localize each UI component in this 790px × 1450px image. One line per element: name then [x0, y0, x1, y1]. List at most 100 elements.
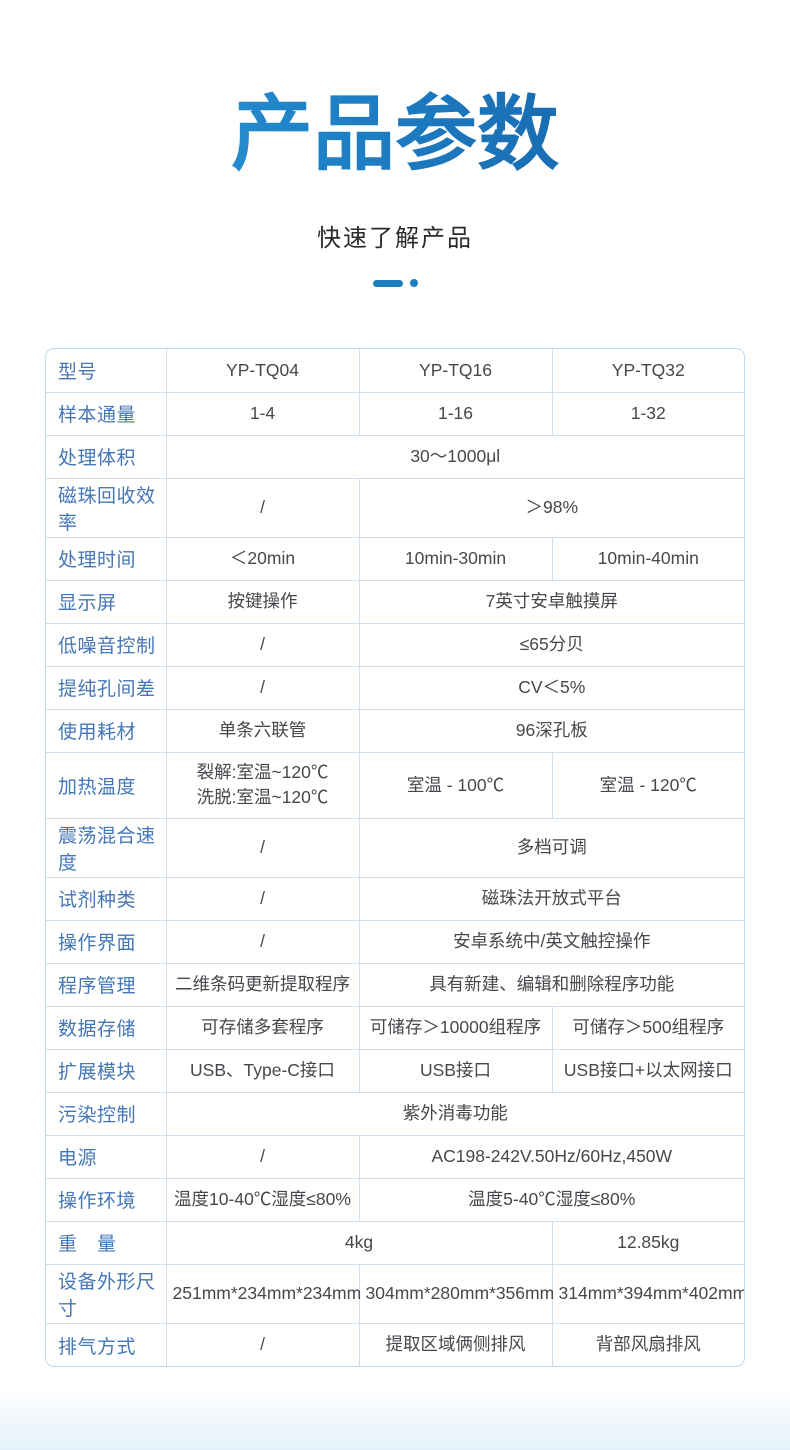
spec-cell: / [165, 665, 360, 710]
spec-cell: USB接口 [358, 1048, 553, 1093]
spec-cell: 1-16 [358, 391, 553, 436]
table-row: 使用耗材 单条六联管 96深孔板 [46, 708, 744, 753]
table-row: 电源 / AC198-242V.50Hz/60Hz,450W [46, 1134, 744, 1179]
spec-cell: 7英寸安卓触摸屏 [358, 579, 744, 624]
spec-cell: 251mm*234mm*234mm [165, 1263, 361, 1324]
table-row: 重 量 4kg 12.85kg [46, 1220, 744, 1265]
row-label: 程序管理 [46, 962, 167, 1007]
spec-cell: 安卓系统中/英文触控操作 [358, 919, 744, 964]
spec-cell: 按键操作 [165, 579, 360, 624]
row-label: 型号 [46, 349, 167, 393]
table-row: 震荡混合速度 / 多档可调 [46, 817, 744, 878]
spec-cell: 可储存＞500组程序 [551, 1005, 744, 1050]
divider-dot-icon [409, 279, 418, 288]
table-row: 加热温度 裂解:室温~120℃ 洗脱:室温~120℃ 室温 - 100℃ 室温 - 1… [46, 751, 744, 819]
spec-cell: 具有新建、编辑和删除程序功能 [358, 962, 744, 1007]
row-label: 数据存储 [46, 1005, 167, 1050]
spec-cell: AC198-242V.50Hz/60Hz,450W [358, 1134, 744, 1179]
spec-cell: 30～1000μl [165, 434, 744, 479]
spec-cell: 可储存＞10000组程序 [358, 1005, 553, 1050]
spec-cell: 1-32 [551, 391, 744, 436]
spec-cell: 96深孔板 [358, 708, 744, 753]
row-label: 污染控制 [46, 1091, 167, 1136]
row-label: 加热温度 [46, 751, 167, 819]
spec-cell: 314mm*394mm*402mm [551, 1263, 744, 1324]
row-label: 提纯孔间差 [46, 665, 167, 710]
spec-cell: 304mm*280mm*356mm [358, 1263, 554, 1324]
row-label: 试剂种类 [46, 876, 167, 921]
row-label: 处理体积 [46, 434, 167, 479]
spec-cell: / [165, 1322, 360, 1367]
spec-cell: 室温 - 100℃ [358, 751, 553, 819]
table-row: 设备外形尺寸 251mm*234mm*234mm 304mm*280mm*356mm… [46, 1263, 744, 1324]
table-row: 低噪音控制 / ≤65分贝 [46, 622, 744, 667]
table-row: 试剂种类 / 磁珠法开放式平台 [46, 876, 744, 921]
spec-cell: / [165, 817, 360, 878]
spec-cell: 室温 - 120℃ [551, 751, 744, 819]
row-label: 处理时间 [46, 536, 167, 581]
spec-cell: 10min-40min [551, 536, 744, 581]
table-row: 显示屏 按键操作 7英寸安卓触摸屏 [46, 579, 744, 624]
row-label: 操作界面 [46, 919, 167, 964]
spec-cell: USB、Type-C接口 [165, 1048, 360, 1093]
spec-cell: 提取区域俩侧排风 [358, 1322, 553, 1367]
table-row: 排气方式 / 提取区域俩侧排风 背部风扇排风 [46, 1322, 744, 1367]
spec-cell: USB接口+以太网接口 [551, 1048, 744, 1093]
table-row: 处理体积 30～1000μl [46, 434, 744, 479]
row-label: 磁珠回收效率 [46, 477, 167, 538]
table-row: 磁珠回收效率 / ＞98% [46, 477, 744, 538]
row-label: 排气方式 [46, 1322, 167, 1367]
table-row: 程序管理 二维条码更新提取程序 具有新建、编辑和删除程序功能 [46, 962, 744, 1007]
spec-cell: ＜20min [165, 536, 360, 581]
row-label: 显示屏 [46, 579, 167, 624]
spec-cell: / [165, 876, 360, 921]
table-row: 处理时间 ＜20min 10min-30min 10min-40min [46, 536, 744, 581]
spec-cell: 4kg [165, 1220, 553, 1265]
row-label: 设备外形尺寸 [46, 1263, 167, 1324]
spec-cell: / [165, 919, 360, 964]
spec-table-container: 型号 YP-TQ04 YP-TQ16 YP-TQ32 样本通量 1-4 1-16 1-32 处理… [45, 348, 745, 1368]
spec-cell: YP-TQ16 [358, 349, 553, 393]
spec-table: 型号 YP-TQ04 YP-TQ16 YP-TQ32 样本通量 1-4 1-16 1-32 处理… [46, 349, 744, 1367]
spec-cell: 温度10-40℃湿度≤80% [165, 1177, 360, 1222]
spec-cell: 二维条码更新提取程序 [165, 962, 360, 1007]
spec-cell: ＞98% [358, 477, 744, 538]
row-label: 扩展模块 [46, 1048, 167, 1093]
spec-cell: 1-4 [165, 391, 360, 436]
row-label: 使用耗材 [46, 708, 167, 753]
spec-cell: / [165, 477, 360, 538]
spec-cell: / [165, 1134, 360, 1179]
table-row: 型号 YP-TQ04 YP-TQ16 YP-TQ32 [46, 349, 744, 393]
table-row: 污染控制 紫外消毒功能 [46, 1091, 744, 1136]
spec-cell: 紫外消毒功能 [165, 1091, 744, 1136]
table-row: 操作界面 / 安卓系统中/英文触控操作 [46, 919, 744, 964]
spec-cell: 12.85kg [551, 1220, 744, 1265]
spec-cell: / [165, 622, 360, 667]
spec-cell: CV＜5% [358, 665, 744, 710]
spec-cell: ≤65分贝 [358, 622, 744, 667]
spec-cell: 背部风扇排风 [551, 1322, 744, 1367]
divider-dash-icon [372, 279, 403, 287]
spec-cell: 温度5-40℃湿度≤80% [358, 1177, 744, 1222]
spec-cell: 磁珠法开放式平台 [358, 876, 744, 921]
row-label: 样本通量 [46, 391, 167, 436]
spec-cell: 可存储多套程序 [165, 1005, 360, 1050]
spec-cell: 多档可调 [358, 817, 744, 878]
row-label: 低噪音控制 [46, 622, 167, 667]
table-row: 提纯孔间差 / CV＜5% [46, 665, 744, 710]
page-subtitle: 快速了解产品 [317, 225, 473, 253]
row-label: 震荡混合速度 [46, 817, 167, 878]
row-label: 电源 [46, 1134, 167, 1179]
page-title: 产品参数 [0, 0, 790, 182]
spec-cell: 裂解:室温~120℃ 洗脱:室温~120℃ [165, 751, 360, 819]
table-row: 数据存储 可存储多套程序 可储存＞10000组程序 可储存＞500组程序 [46, 1005, 744, 1050]
spec-cell: YP-TQ04 [165, 349, 360, 393]
table-row: 操作环境 温度10-40℃湿度≤80% 温度5-40℃湿度≤80% [46, 1177, 744, 1222]
row-label: 重 量 [46, 1220, 167, 1265]
row-label: 操作环境 [46, 1177, 167, 1222]
spec-cell: 单条六联管 [165, 708, 360, 753]
table-row: 扩展模块 USB、Type-C接口 USB接口 USB接口+以太网接口 [46, 1048, 744, 1093]
spec-cell: YP-TQ32 [551, 349, 744, 393]
table-row: 样本通量 1-4 1-16 1-32 [46, 391, 744, 436]
